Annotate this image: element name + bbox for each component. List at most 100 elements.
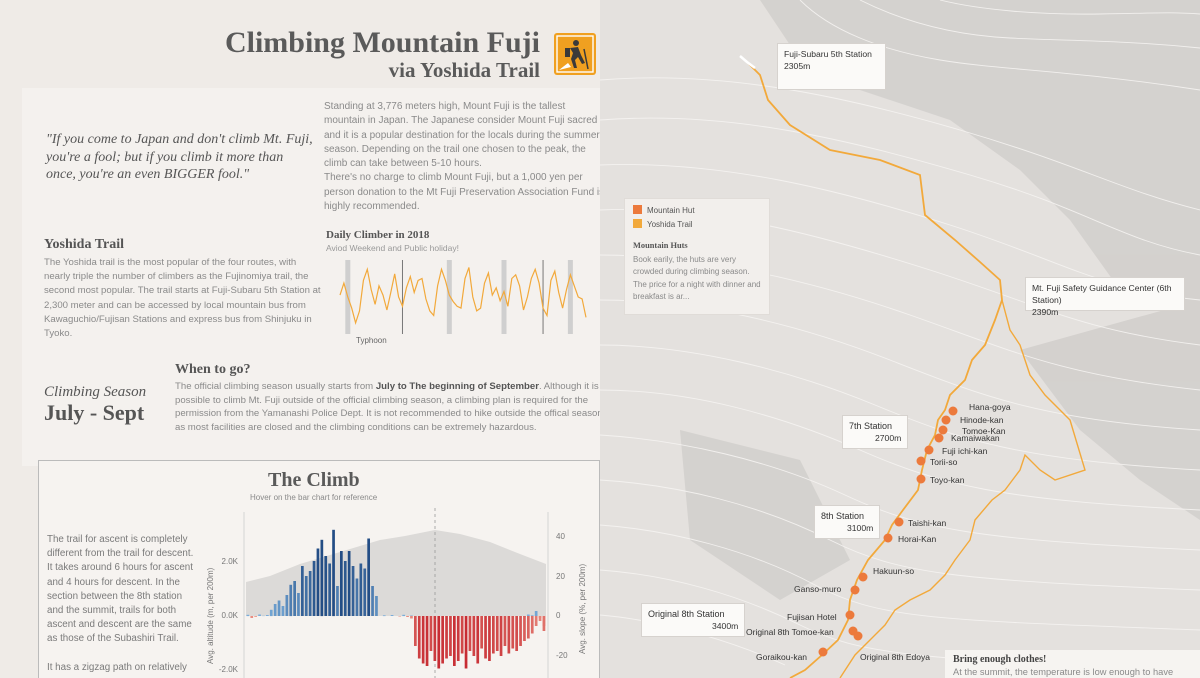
hut-marker	[883, 533, 893, 543]
hut-marker	[938, 425, 948, 435]
hut-marker	[924, 445, 934, 455]
legend-swatch-trail	[633, 219, 642, 228]
ascent-bar	[289, 584, 293, 617]
descent-bar	[433, 616, 437, 661]
descent-bar	[530, 616, 534, 634]
station-altitude: 2390m	[1032, 307, 1059, 317]
descent-bar	[534, 616, 538, 626]
descent-trail-path	[839, 299, 1086, 678]
y-right-tick-3: 0	[556, 611, 561, 620]
ascent-bar	[375, 596, 378, 616]
hut-marker	[818, 647, 828, 657]
station-name: 7th Station	[849, 421, 893, 431]
ascent-bar	[410, 615, 413, 616]
descent-bar	[507, 616, 511, 654]
descent-bar	[495, 616, 499, 651]
hut-label: Original 8th Tomoe-kan	[746, 627, 834, 637]
descent-bar	[538, 616, 542, 621]
legend-item-trail[interactable]: Yoshida Trail	[633, 219, 693, 229]
quote: "If you come to Japan and don't climb Mt…	[46, 132, 313, 182]
daily-chart-subtitle: Aviod Weekend and Public holiday!	[326, 243, 459, 253]
ascent-bar	[351, 566, 355, 616]
hut-label: Kamaiwakan	[951, 433, 1000, 443]
when-body: The official climbing season usually sta…	[175, 380, 605, 435]
descent-bar	[492, 616, 495, 654]
descent-bar	[460, 616, 464, 654]
y-right-axis-label: Avg. slope (%, per 200m)	[578, 564, 587, 654]
ascent-bar	[328, 563, 331, 616]
hut-marker	[850, 585, 860, 595]
ascent-bar	[246, 614, 250, 617]
holiday-bar	[501, 260, 507, 334]
descent-bar	[488, 616, 491, 661]
climb-text: The trail for ascent is completely diffe…	[47, 533, 197, 675]
ascent-bar	[382, 615, 386, 617]
legend-item-hut[interactable]: Mountain Hut	[633, 205, 695, 215]
ascent-bar	[308, 571, 312, 616]
yoshida-body: The Yoshida trail is the most popular of…	[44, 257, 321, 340]
descent-bar	[441, 616, 444, 664]
when-heading: When to go?	[175, 362, 251, 377]
yoshida-heading: Yoshida Trail	[44, 237, 125, 252]
descent-bar	[429, 616, 433, 651]
station-altitude: 2305m	[784, 61, 811, 71]
ascent-bar	[340, 551, 343, 616]
ascent-bar	[359, 563, 363, 616]
trail-start-marker	[739, 55, 756, 69]
hut-label: Taishi-kan	[908, 518, 947, 528]
climb-subtitle: Hover on the bar chart for reference	[250, 493, 378, 502]
descent-bar	[519, 616, 522, 646]
mountain-huts	[818, 406, 958, 657]
ascent-bar	[316, 548, 320, 616]
hut-label: Goraikou-kan	[756, 652, 808, 662]
page-subtitle: via Yoshida Trail	[388, 58, 540, 82]
ascent-bar	[312, 561, 316, 616]
ascent-bar	[402, 614, 405, 617]
legend-swatch-hut	[633, 205, 642, 214]
trail-map[interactable]	[600, 0, 1200, 678]
hut-marker	[916, 474, 926, 484]
descent-bar	[425, 616, 429, 666]
ascent-bar	[527, 614, 530, 616]
ascent-bar	[336, 586, 339, 616]
station-label-original-8th: Original 8th Station 3400m	[641, 603, 745, 637]
station-name: Fuji-Subaru 5th Station	[784, 49, 872, 59]
y-right-tick-1: 40	[556, 532, 565, 541]
climbing-season-value: July - Sept	[44, 400, 145, 425]
descent-bar	[464, 616, 468, 669]
ascent-bar	[324, 556, 328, 616]
station-name: 8th Station	[821, 511, 865, 521]
hiker-icon	[554, 33, 596, 75]
descent-bar	[515, 616, 518, 651]
ascent-bar	[534, 611, 538, 616]
descent-bar	[484, 616, 487, 659]
legend-label: Yoshida Trail	[647, 220, 693, 229]
hut-label: Original 8th Edoya	[860, 652, 930, 662]
y-right-tick-2: 20	[556, 572, 565, 581]
hut-label: Fujisan Hotel	[787, 612, 837, 622]
when-body-pre: The official climbing season usually sta…	[175, 381, 376, 392]
daily-climbers-chart[interactable]: Typhoon	[336, 254, 591, 346]
hut-label: Torii-so	[930, 457, 958, 467]
descent-bar	[523, 616, 526, 641]
ascent-bar	[320, 539, 324, 617]
station-label-7th: 7th Station 2700m	[842, 415, 908, 449]
ascent-bar	[390, 615, 394, 616]
ascent-bar	[250, 616, 254, 618]
descent-bar	[542, 616, 546, 631]
hut-label: Tomoe-Kan	[962, 426, 1006, 436]
when-body-bold: July to The beginning of September	[375, 381, 539, 392]
descent-bar	[437, 616, 441, 669]
descent-bar	[472, 616, 476, 656]
ascent-bar	[398, 616, 402, 617]
legend-label: Mountain Hut	[647, 206, 695, 215]
y-left-tick-3: -2.0K	[219, 665, 239, 674]
ascent-bar	[258, 614, 261, 616]
y-right-tick-4: -20	[556, 651, 568, 660]
descent-bar	[456, 616, 460, 661]
climb-chart[interactable]: 2.0K 0.0K -2.0K 40 20 0 -20 Avg. altitud…	[200, 504, 598, 678]
page-title: Climbing Mountain Fuji	[224, 26, 540, 59]
descent-bar	[503, 616, 507, 646]
ascent-bar	[273, 604, 277, 616]
ascent-bar	[530, 615, 534, 617]
